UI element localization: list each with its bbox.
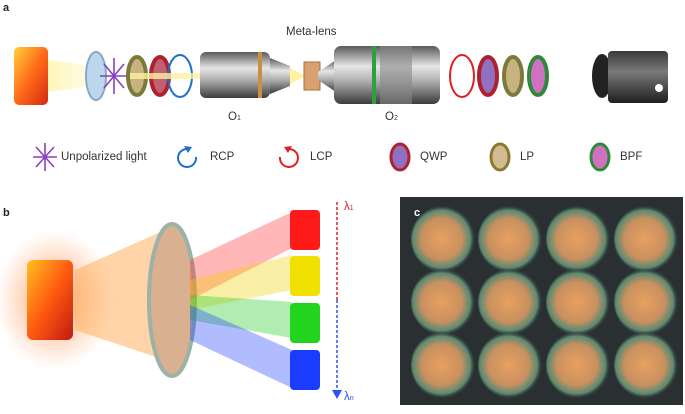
legend-unpolarized-icon bbox=[33, 143, 57, 171]
objective-o2-knurl bbox=[380, 46, 412, 104]
lcp-circle bbox=[449, 54, 475, 98]
panel-b-dispersion bbox=[0, 202, 342, 399]
light-source bbox=[14, 47, 48, 105]
lcp-arrowhead bbox=[284, 146, 292, 153]
camera-led bbox=[655, 84, 663, 92]
ray-yellow bbox=[190, 255, 292, 310]
lp-ring-right bbox=[502, 55, 524, 97]
panel-c-image bbox=[400, 197, 683, 405]
lambda-1-label: λ1 bbox=[344, 201, 354, 213]
ray-red bbox=[190, 212, 292, 300]
metalens-disk bbox=[147, 222, 197, 378]
panel-b-letter: b bbox=[3, 207, 10, 219]
light-source-b bbox=[27, 260, 73, 340]
incident-beam bbox=[48, 60, 95, 92]
legend-unpolarized-label: Unpolarized light bbox=[61, 151, 147, 163]
ray-green bbox=[190, 295, 292, 338]
legend-rcp-icon bbox=[177, 147, 198, 168]
legend-rcp-label: RCP bbox=[210, 151, 235, 163]
spot-array bbox=[411, 205, 682, 399]
bpf-ring-right bbox=[527, 55, 549, 97]
objective-o1-ring bbox=[258, 52, 262, 98]
objective-o2-ring bbox=[372, 46, 376, 104]
qwp-ring-right bbox=[477, 55, 499, 97]
legend-qwp-icon bbox=[389, 142, 411, 172]
legend-bpf-icon bbox=[589, 142, 611, 172]
incident-rays-b bbox=[75, 230, 165, 360]
legend-bpf-label: BPF bbox=[620, 151, 643, 163]
legend-lcp-label: LCP bbox=[310, 151, 333, 163]
unpolarized-light-icon bbox=[100, 58, 128, 94]
camera-mount bbox=[592, 54, 612, 98]
legend-lcp-icon bbox=[278, 147, 299, 168]
spectrum-box-yellow bbox=[290, 256, 320, 296]
rcp-arrowhead bbox=[184, 146, 192, 153]
ray-blue bbox=[190, 305, 292, 388]
objective-o1-label: O1 bbox=[228, 111, 241, 123]
panel-a-optical-setup bbox=[14, 46, 668, 105]
objective-o1-barrel bbox=[200, 52, 270, 98]
camera-body bbox=[608, 51, 668, 103]
wavelength-arrowhead bbox=[332, 390, 342, 399]
spectrum-box-blue bbox=[290, 350, 320, 390]
legend-lp-icon bbox=[489, 142, 511, 172]
metalens-sample bbox=[303, 61, 321, 91]
panel-c-letter: c bbox=[414, 207, 421, 219]
spectrum-box-red bbox=[290, 210, 320, 250]
legend-qwp-label: QWP bbox=[420, 151, 448, 163]
panel-a-letter: a bbox=[3, 2, 10, 14]
objective-o1-nose bbox=[270, 58, 290, 94]
spectrum-box-green bbox=[290, 303, 320, 343]
legend-lp-label: LP bbox=[520, 151, 535, 163]
metalens-label: Meta-lens bbox=[286, 26, 337, 38]
objective-o2-nose bbox=[318, 60, 336, 92]
legend-icons bbox=[33, 142, 611, 172]
focus-beam bbox=[290, 68, 306, 84]
lambda-n-label: λn bbox=[344, 391, 354, 403]
objective-o2-label: O2 bbox=[385, 111, 398, 123]
